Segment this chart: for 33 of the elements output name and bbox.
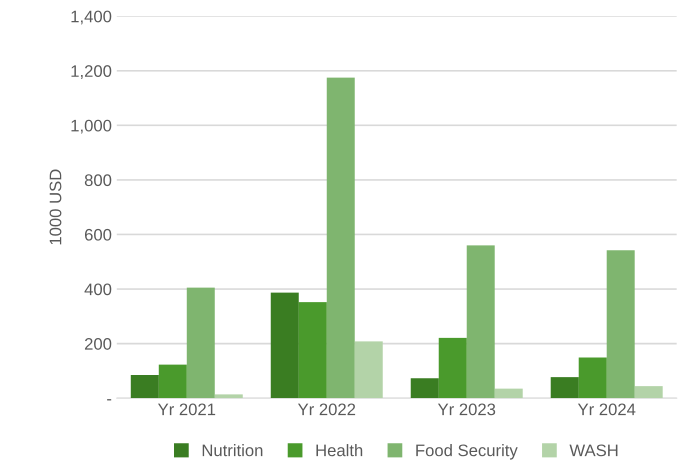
bar <box>158 364 187 398</box>
bar <box>438 338 467 398</box>
bar <box>634 386 663 398</box>
bar <box>130 374 159 398</box>
bar <box>186 288 215 398</box>
x-tick-label: Yr 2023 <box>438 403 496 416</box>
bar <box>494 388 523 398</box>
bar <box>298 302 327 398</box>
x-tick-label: Yr 2021 <box>158 403 216 416</box>
y-tick-label: - <box>107 399 112 400</box>
bar <box>410 378 439 398</box>
bar <box>578 358 607 398</box>
legend-label: WASH <box>569 444 618 456</box>
bar <box>466 245 495 398</box>
x-tick-label: Yr 2024 <box>578 403 636 416</box>
bar <box>606 250 635 398</box>
bar <box>214 394 243 398</box>
bar <box>270 292 299 398</box>
legend-label: Nutrition <box>202 444 262 456</box>
bar <box>550 377 579 398</box>
y-tick-label: 400 <box>84 283 112 296</box>
legend-label: Health <box>316 444 362 456</box>
y-tick-label: 800 <box>84 174 112 186</box>
y-tick-label: 200 <box>84 338 112 350</box>
bar <box>326 78 355 398</box>
y-axis-title: 1000 USD <box>50 170 62 244</box>
y-tick-label: 1,400 <box>71 10 112 24</box>
y-tick-label: 1,000 <box>71 120 112 134</box>
legend-label: Food Security <box>416 444 518 460</box>
y-tick-label: 1,200 <box>71 65 112 79</box>
bar <box>354 341 383 398</box>
y-tick-label: 600 <box>84 228 112 241</box>
x-tick-label: Yr 2022 <box>298 403 356 416</box>
